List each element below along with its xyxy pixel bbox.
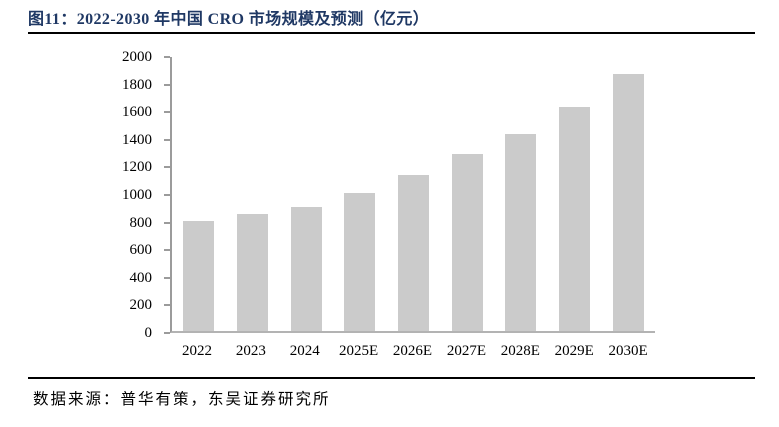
- bar-slot-2026E: [387, 57, 441, 331]
- bar-2022: [183, 220, 215, 331]
- x-axis-label-2024: 2024: [289, 343, 320, 359]
- x-axis-label-2027E: 2027E: [446, 343, 486, 359]
- bar-2024: [290, 206, 322, 331]
- bar-slot-2024: [279, 57, 333, 331]
- bar-2025E: [344, 193, 376, 331]
- y-axis-tick-label: 600: [129, 242, 153, 259]
- y-axis-tick: [164, 304, 170, 307]
- x-axis-label-2028E: 2028E: [500, 343, 540, 359]
- y-axis-tick-label: 400: [129, 269, 153, 286]
- y-axis-tick-label: 0: [144, 325, 153, 341]
- y-axis-tick-label: 800: [129, 214, 153, 231]
- footer-divider: [28, 377, 755, 379]
- bar-slot-2029E: [548, 57, 602, 331]
- bar-2029E: [559, 107, 591, 331]
- y-axis-tick-label: 2000: [122, 49, 152, 65]
- y-axis-tick-label: 1600: [122, 104, 152, 121]
- bar-slot-2027E: [440, 57, 494, 331]
- x-axis-label-2030E: 2030E: [608, 343, 648, 359]
- bar-slot-2025E: [333, 57, 387, 331]
- y-axis-tick: [164, 194, 170, 196]
- bar-2023: [237, 213, 268, 331]
- y-axis-tick-label: 1400: [122, 131, 152, 148]
- y-axis-tick-label: 200: [129, 297, 153, 314]
- x-axis-labels: 2022 2023 2024 2025E 2026E 2027E 2028E 2029E 203…: [170, 343, 655, 363]
- figure-title: 图11：2022-2030 年中国 CRO 市场规模及预测（亿元）: [28, 11, 430, 28]
- y-axis-tick: [164, 249, 170, 252]
- bar-slot-2030E: [601, 57, 655, 331]
- title-divider: [28, 32, 755, 34]
- y-axis-tick: [164, 83, 170, 86]
- x-axis-label-2029E: 2029E: [554, 343, 594, 359]
- y-axis-tick-label: 1800: [122, 76, 152, 93]
- bar-2027E: [451, 154, 483, 331]
- y-axis-tick: [164, 221, 170, 224]
- bar-series: [172, 57, 655, 331]
- bar-2026E: [398, 175, 430, 331]
- bar-slot-2028E: [494, 57, 548, 331]
- y-axis-tick: [164, 111, 170, 114]
- y-axis-tick: [164, 166, 170, 169]
- x-axis-label-2025E: 2025E: [339, 343, 379, 359]
- bar-chart-plot-area: 0 200 400 600 800 1000 1200 1400 1600 1800 2000: [122, 49, 655, 341]
- y-axis-tick-label: 1000: [122, 187, 152, 203]
- y-axis-tick: [164, 138, 170, 141]
- bar-2028E: [505, 133, 537, 331]
- bar-slot-2023: [226, 57, 280, 331]
- y-axis-tick: [164, 332, 170, 334]
- x-axis-label-2026E: 2026E: [392, 343, 433, 359]
- y-axis-tick-label: 1200: [122, 159, 152, 176]
- y-axis-tick: [164, 56, 170, 58]
- bar-slot-2022: [172, 57, 226, 331]
- x-axis-label-2023: 2023: [235, 343, 266, 359]
- bar-2030E: [612, 74, 644, 331]
- source-note: 数据来源：普华有策，东吴证券研究所: [33, 391, 331, 408]
- y-axis-tick: [164, 276, 170, 279]
- x-axis-label-2022: 2022: [181, 343, 212, 359]
